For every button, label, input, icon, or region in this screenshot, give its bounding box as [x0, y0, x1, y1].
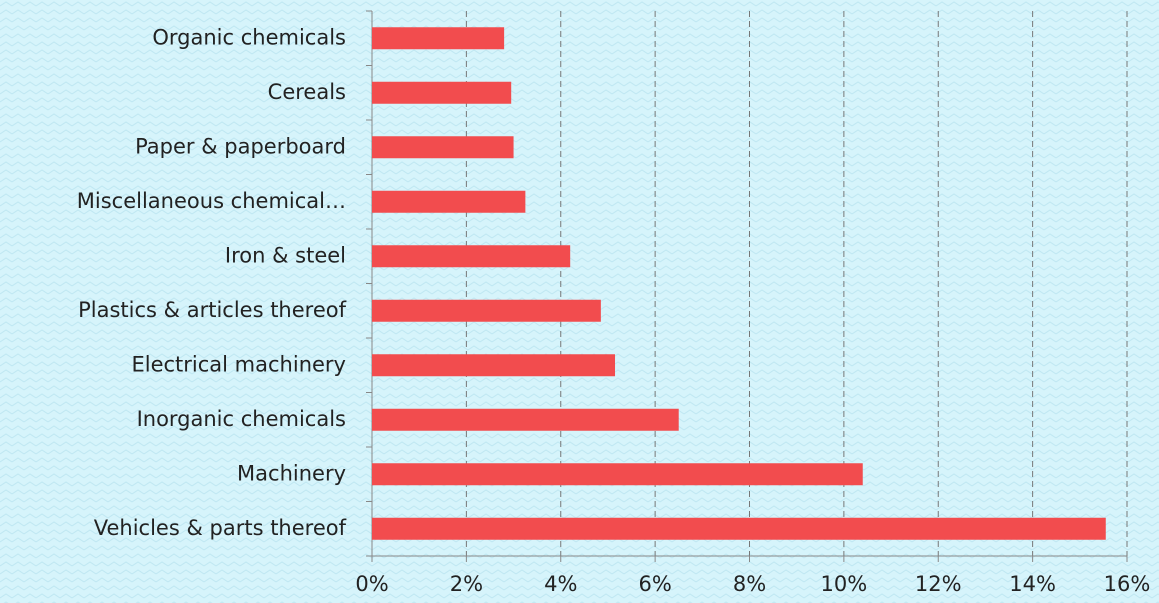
y-tick-label: Electrical machinery [131, 352, 346, 376]
x-tick-label: 10% [821, 572, 868, 596]
y-tick-label: Machinery [237, 461, 346, 485]
bar [372, 136, 514, 159]
x-tick-label: 0% [355, 572, 388, 596]
x-tick-label: 16% [1104, 572, 1151, 596]
x-tick-label: 14% [1009, 572, 1056, 596]
x-tick-label: 2% [450, 572, 483, 596]
bar [372, 408, 679, 431]
x-tick-label: 6% [638, 572, 671, 596]
y-tick-label: Iron & steel [225, 243, 346, 267]
y-tick-label: Cereals [268, 80, 346, 104]
y-tick-label: Miscellaneous chemical… [77, 189, 346, 213]
bar [372, 517, 1106, 540]
bar [372, 190, 526, 213]
bar [372, 299, 601, 322]
bar [372, 245, 571, 268]
x-tick-label: 8% [733, 572, 766, 596]
bar [372, 27, 505, 50]
y-tick-label: Paper & paperboard [135, 134, 346, 158]
bar [372, 81, 512, 104]
y-tick-label: Inorganic chemicals [137, 407, 346, 431]
y-tick-label: Organic chemicals [152, 25, 346, 49]
x-tick-label: 12% [915, 572, 962, 596]
y-tick-label: Vehicles & parts thereof [94, 516, 347, 540]
x-tick-label: 4% [544, 572, 577, 596]
bar [372, 463, 863, 486]
bar [372, 354, 616, 377]
y-tick-label: Plastics & articles thereof [78, 298, 346, 322]
